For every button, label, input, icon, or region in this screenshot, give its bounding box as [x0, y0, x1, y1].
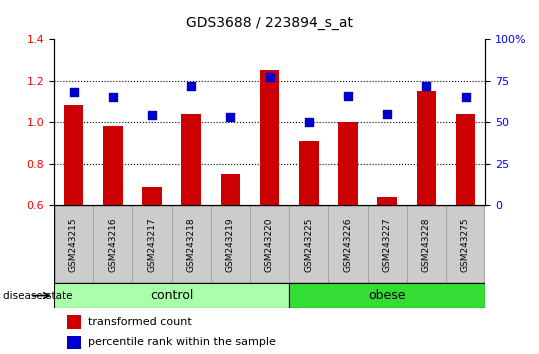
Bar: [171, 205, 211, 283]
Text: transformed count: transformed count: [88, 317, 192, 327]
Text: GSM243227: GSM243227: [383, 217, 392, 272]
Text: GSM243220: GSM243220: [265, 217, 274, 272]
Point: [461, 94, 470, 100]
Text: GSM243225: GSM243225: [304, 217, 313, 272]
Point: [265, 74, 274, 80]
Bar: [250, 205, 289, 283]
Text: GSM243217: GSM243217: [147, 217, 156, 272]
Bar: [220, 174, 240, 205]
Bar: [289, 205, 328, 283]
Bar: [211, 205, 250, 283]
Bar: [377, 197, 397, 205]
Point: [69, 89, 78, 95]
Text: control: control: [150, 289, 193, 302]
Bar: [446, 205, 485, 283]
Bar: [67, 336, 81, 349]
Text: disease state: disease state: [3, 291, 72, 301]
Bar: [103, 126, 122, 205]
Bar: [54, 283, 289, 308]
Text: GSM243219: GSM243219: [226, 217, 235, 272]
Bar: [181, 114, 201, 205]
Point: [383, 111, 391, 116]
Point: [226, 114, 234, 120]
Bar: [338, 122, 358, 205]
Bar: [328, 205, 368, 283]
Text: GSM243218: GSM243218: [186, 217, 196, 272]
Bar: [142, 187, 162, 205]
Bar: [407, 205, 446, 283]
Point: [422, 83, 431, 88]
Bar: [64, 105, 84, 205]
Text: obese: obese: [368, 289, 406, 302]
Text: GSM243228: GSM243228: [422, 217, 431, 272]
Bar: [289, 283, 485, 308]
Bar: [417, 91, 436, 205]
Bar: [260, 70, 279, 205]
Bar: [93, 205, 132, 283]
Point: [108, 94, 117, 100]
Bar: [455, 114, 475, 205]
Bar: [299, 141, 319, 205]
Point: [187, 83, 196, 88]
Text: GDS3688 / 223894_s_at: GDS3688 / 223894_s_at: [186, 16, 353, 30]
Text: GSM243215: GSM243215: [69, 217, 78, 272]
Text: GSM243226: GSM243226: [343, 217, 353, 272]
Bar: [67, 315, 81, 329]
Point: [343, 93, 352, 98]
Text: percentile rank within the sample: percentile rank within the sample: [88, 337, 277, 348]
Text: GSM243275: GSM243275: [461, 217, 470, 272]
Bar: [54, 205, 93, 283]
Bar: [132, 205, 171, 283]
Point: [148, 113, 156, 118]
Text: GSM243216: GSM243216: [108, 217, 117, 272]
Bar: [368, 205, 407, 283]
Point: [305, 119, 313, 125]
